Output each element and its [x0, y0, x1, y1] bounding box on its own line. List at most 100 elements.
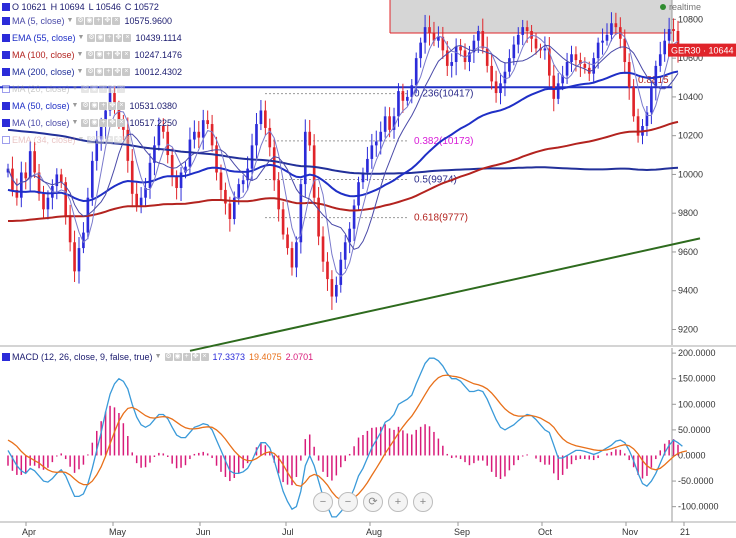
indicator-checkbox[interactable]: [2, 17, 10, 25]
settings-icon[interactable]: ⚙: [86, 51, 95, 59]
indicator-row[interactable]: MA (10, close) ▼ ⚙ ◉ + ✥ × 10517.2250: [0, 116, 177, 130]
candle-body: [55, 174, 59, 187]
move-icon[interactable]: ✥: [114, 136, 123, 144]
eye-icon[interactable]: ◉: [90, 102, 99, 110]
close-icon[interactable]: ×: [122, 68, 131, 76]
settings-icon[interactable]: ⚙: [164, 353, 173, 361]
settings-icon[interactable]: ⚙: [81, 85, 90, 93]
candle-body: [388, 116, 391, 130]
eye-icon[interactable]: ◉: [96, 136, 105, 144]
candle-body: [161, 125, 165, 132]
scroll-left-button[interactable]: −: [313, 492, 333, 512]
candle-body: [232, 197, 236, 220]
add-icon[interactable]: +: [99, 85, 108, 93]
close-icon[interactable]: ×: [117, 102, 126, 110]
move-icon[interactable]: ✥: [113, 68, 122, 76]
chevron-down-icon[interactable]: ▼: [77, 136, 85, 143]
add-icon[interactable]: +: [94, 17, 103, 25]
settings-icon[interactable]: ⚙: [81, 119, 90, 127]
candle-body: [224, 189, 227, 204]
close-icon[interactable]: ×: [117, 119, 126, 127]
chevron-down-icon[interactable]: ▼: [66, 17, 74, 24]
zoom-in-button[interactable]: +: [388, 492, 408, 512]
add-icon[interactable]: +: [182, 353, 191, 361]
eye-icon[interactable]: ◉: [96, 34, 105, 42]
candle-body: [570, 54, 573, 63]
move-icon[interactable]: ✥: [103, 17, 112, 25]
candle-body: [206, 120, 209, 125]
indicator-checkbox[interactable]: [2, 34, 10, 42]
indicator-checkbox[interactable]: [2, 136, 10, 144]
add-icon[interactable]: +: [105, 136, 114, 144]
indicator-row[interactable]: EMA (34, close) ▼ ⚙ ◉ + ✥ ×: [0, 133, 135, 147]
indicator-row[interactable]: MA (20, close) ▼ ⚙ ◉ + ✥ ×: [0, 82, 129, 96]
candle-body: [255, 124, 258, 146]
settings-icon[interactable]: ⚙: [86, 68, 95, 76]
eye-icon[interactable]: ◉: [95, 51, 104, 59]
candle-body: [312, 145, 316, 198]
macd-tick-label: -50.0000: [678, 476, 714, 486]
indicator-row[interactable]: MA (100, close) ▼ ⚙ ◉ + ✥ × 10247.1476: [0, 48, 182, 62]
close-icon[interactable]: ×: [123, 34, 132, 42]
indicator-checkbox[interactable]: [2, 85, 10, 93]
indicator-checkbox[interactable]: [2, 102, 10, 110]
chevron-down-icon[interactable]: ▼: [154, 353, 162, 360]
chevron-down-icon[interactable]: ▼: [71, 102, 79, 109]
add-icon[interactable]: +: [104, 51, 113, 59]
candle-body: [335, 284, 338, 297]
settings-icon[interactable]: ⚙: [87, 34, 96, 42]
add-icon[interactable]: +: [99, 102, 108, 110]
close-icon[interactable]: ×: [123, 136, 132, 144]
indicator-row[interactable]: MA (5, close) ▼ ⚙ ◉ + ✥ × 10575.9600: [0, 14, 172, 28]
indicator-checkbox[interactable]: [2, 51, 10, 59]
close-icon[interactable]: ×: [117, 85, 126, 93]
move-icon[interactable]: ✥: [108, 119, 117, 127]
candle-body: [552, 75, 556, 99]
scroll-right-button[interactable]: +: [413, 492, 433, 512]
move-icon[interactable]: ✥: [108, 85, 117, 93]
zoom-out-button[interactable]: −: [338, 492, 358, 512]
add-icon[interactable]: +: [105, 34, 114, 42]
histogram-value: 2.0701: [285, 352, 314, 362]
close-icon[interactable]: ×: [200, 353, 209, 361]
candle-body: [485, 48, 489, 66]
candle-body: [308, 131, 312, 146]
add-icon[interactable]: +: [99, 119, 108, 127]
chevron-down-icon[interactable]: ▼: [71, 85, 79, 92]
add-icon[interactable]: +: [104, 68, 113, 76]
eye-icon[interactable]: ◉: [85, 17, 94, 25]
macd-checkbox[interactable]: [2, 353, 10, 361]
chevron-down-icon[interactable]: ▼: [76, 51, 84, 58]
symbol-checkbox[interactable]: [2, 3, 10, 11]
chevron-down-icon[interactable]: ▼: [76, 68, 84, 75]
candle-body: [574, 54, 578, 61]
candle-body: [99, 125, 103, 140]
candle-body: [28, 151, 32, 179]
eye-icon[interactable]: ◉: [95, 68, 104, 76]
time-tick-label: Jul: [282, 527, 294, 537]
eye-icon[interactable]: ◉: [90, 85, 99, 93]
close-icon[interactable]: ×: [112, 17, 121, 25]
candle-body: [130, 160, 134, 194]
reset-zoom-button[interactable]: ⟳: [363, 492, 383, 512]
move-icon[interactable]: ✥: [191, 353, 200, 361]
settings-icon[interactable]: ⚙: [76, 17, 85, 25]
indicator-name: MA (100, close): [12, 50, 75, 60]
chevron-down-icon[interactable]: ▼: [77, 34, 85, 41]
indicator-row[interactable]: MA (50, close) ▼ ⚙ ◉ + ✥ × 10531.0380: [0, 99, 177, 113]
move-icon[interactable]: ✥: [114, 34, 123, 42]
indicator-checkbox[interactable]: [2, 68, 10, 76]
move-icon[interactable]: ✥: [113, 51, 122, 59]
indicator-checkbox[interactable]: [2, 119, 10, 127]
indicator-row[interactable]: MA (200, close) ▼ ⚙ ◉ + ✥ × 10012.4302: [0, 65, 182, 79]
eye-icon[interactable]: ◉: [173, 353, 182, 361]
move-icon[interactable]: ✥: [108, 102, 117, 110]
eye-icon[interactable]: ◉: [90, 119, 99, 127]
settings-icon[interactable]: ⚙: [87, 136, 96, 144]
indicator-row[interactable]: EMA (55, close) ▼ ⚙ ◉ + ✥ × 10439.1114: [0, 31, 182, 45]
candle-body: [437, 36, 440, 41]
close-icon[interactable]: ×: [122, 51, 131, 59]
chevron-down-icon[interactable]: ▼: [71, 119, 79, 126]
settings-icon[interactable]: ⚙: [81, 102, 90, 110]
